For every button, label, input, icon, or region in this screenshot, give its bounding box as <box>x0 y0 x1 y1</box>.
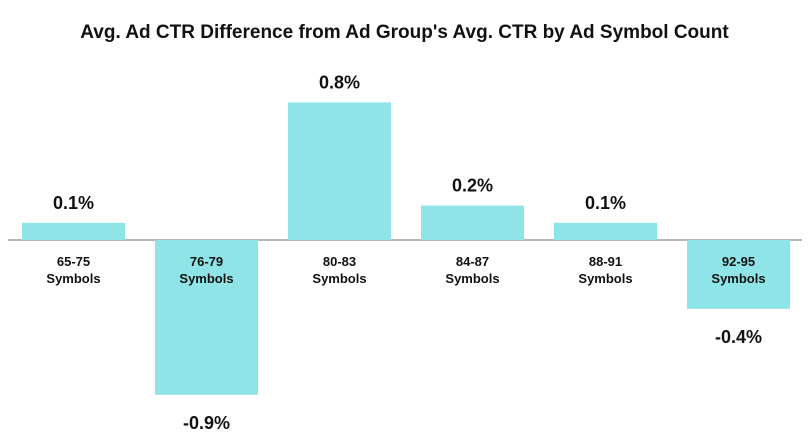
data-label: -0.9% <box>183 413 230 433</box>
data-label: 0.1% <box>53 193 94 213</box>
data-label: 0.2% <box>452 176 493 196</box>
bar-92-95 <box>687 240 790 309</box>
x-tick-label: 76-79 Symbols <box>179 254 233 286</box>
bar-65-75 <box>22 222 125 240</box>
bar-88-91 <box>554 222 657 240</box>
x-tick-label: 80-83 Symbols <box>312 254 366 286</box>
x-tick-label: 84-87 Symbols <box>445 254 499 286</box>
x-tick-label: 88-91 Symbols <box>578 254 632 286</box>
bar-80-83 <box>288 102 391 241</box>
bar-84-87 <box>421 205 524 240</box>
x-tick-label: 92-95 Symbols <box>711 254 765 286</box>
data-label: -0.4% <box>715 327 762 347</box>
chart-title: Avg. Ad CTR Difference from Ad Group's A… <box>80 22 729 43</box>
data-label: 0.8% <box>319 72 360 92</box>
x-tick-label: 65-75 Symbols <box>46 254 100 286</box>
data-label: 0.1% <box>585 193 626 213</box>
bar-76-79 <box>155 240 258 395</box>
